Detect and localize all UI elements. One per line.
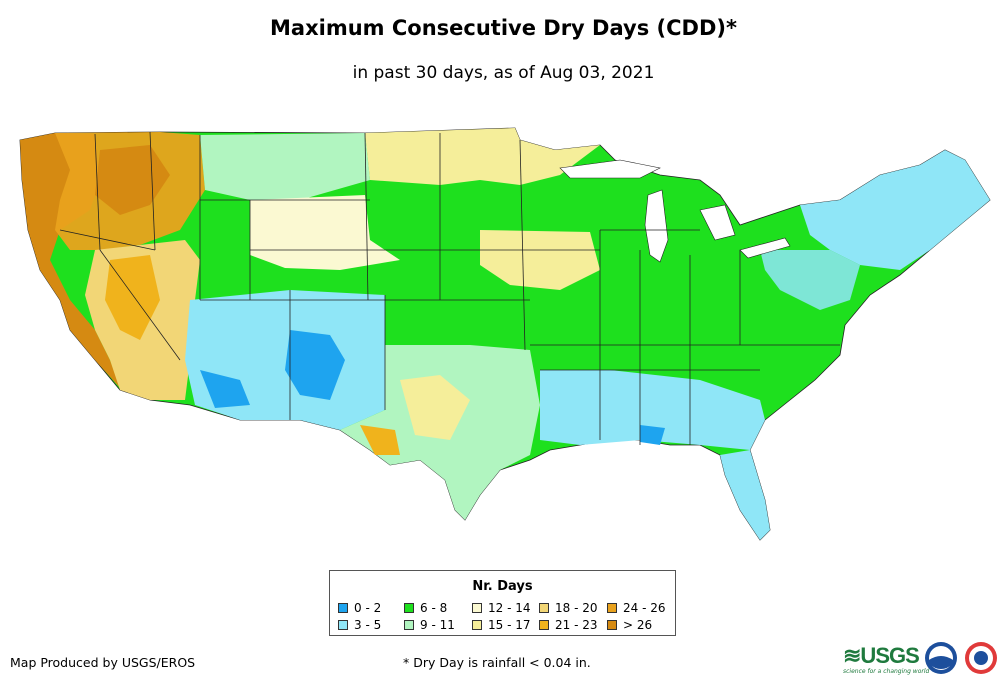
- legend-label: 21 - 23: [555, 618, 598, 632]
- legend-item-0-2: 0 - 2: [338, 601, 381, 615]
- zone-northern-plains: [200, 133, 370, 200]
- dry-day-footnote: * Dry Day is rainfall < 0.04 in.: [403, 655, 591, 670]
- legend-item-over-26: > 26: [607, 618, 652, 632]
- legend-swatch: [607, 620, 617, 630]
- zone-new-mexico-blue: [285, 330, 345, 400]
- legend-label: 15 - 17: [488, 618, 531, 632]
- legend-label: 18 - 20: [555, 601, 598, 615]
- legend-swatch: [338, 603, 348, 613]
- zone-southwest-cyan: [185, 290, 385, 430]
- zone-southeast: [540, 370, 765, 450]
- legend-item-6-8: 6 - 8: [404, 601, 447, 615]
- legend-label: 12 - 14: [488, 601, 531, 615]
- agency-logos: ≋USGS science for a changing world: [843, 638, 1003, 678]
- legend-swatch: [338, 620, 348, 630]
- noaa-nws-logos: [925, 642, 997, 674]
- legend-label: > 26: [623, 618, 653, 632]
- legend-box: Nr. Days 0 - 2 3 - 5 6 - 8 9 - 11 12 - 1…: [329, 570, 676, 636]
- nws-logo-icon: [965, 642, 997, 674]
- legend-swatch: [607, 603, 617, 613]
- zone-wyoming: [250, 195, 400, 270]
- legend-label: 6 - 8: [420, 601, 448, 615]
- legend-swatch: [539, 620, 549, 630]
- map-title: Maximum Consecutive Dry Days (CDD)*: [270, 16, 737, 40]
- zone-gulf-blue: [640, 425, 665, 445]
- legend-swatch: [539, 603, 549, 613]
- legend-swatch: [472, 603, 482, 613]
- zone-texas-orange: [360, 425, 400, 455]
- lake-huron: [699, 204, 736, 241]
- usgs-tagline: science for a changing world: [843, 668, 930, 675]
- legend-item-18-20: 18 - 20: [539, 601, 598, 615]
- zone-iowa-yellow: [480, 230, 600, 290]
- legend-label: 24 - 26: [623, 601, 666, 615]
- legend-item-24-26: 24 - 26: [607, 601, 666, 615]
- lake-superior: [559, 159, 661, 179]
- zone-florida: [720, 450, 770, 540]
- legend-item-12-14: 12 - 14: [472, 601, 531, 615]
- legend-item-21-23: 21 - 23: [539, 618, 598, 632]
- legend-swatch: [472, 620, 482, 630]
- producer-credit: Map Produced by USGS/EROS: [10, 655, 196, 670]
- zone-arizona-blue: [200, 370, 250, 408]
- lake-erie: [739, 237, 791, 259]
- legend-item-15-17: 15 - 17: [472, 618, 531, 632]
- legend-label: 3 - 5: [354, 618, 382, 632]
- state-borders: [59, 131, 840, 445]
- zone-mid-atlantic: [760, 250, 860, 310]
- zone-west-coast: [20, 133, 120, 388]
- zone-northeast: [800, 150, 990, 270]
- legend-swatch: [404, 603, 414, 613]
- legend-label: 0 - 2: [354, 601, 382, 615]
- usgs-logo: ≋USGS: [843, 643, 920, 668]
- zone-texas-yellow: [400, 375, 470, 440]
- legend-label: 9 - 11: [420, 618, 455, 632]
- zone-north-dakota: [365, 128, 600, 185]
- legend-item-3-5: 3 - 5: [338, 618, 381, 632]
- legend-swatch: [404, 620, 414, 630]
- lake-michigan: [644, 189, 669, 263]
- legend-title: Nr. Days: [472, 579, 533, 594]
- map-subtitle: in past 30 days, as of Aug 03, 2021: [352, 63, 655, 83]
- legend-item-9-11: 9 - 11: [404, 618, 455, 632]
- noaa-logo-icon: [925, 642, 957, 674]
